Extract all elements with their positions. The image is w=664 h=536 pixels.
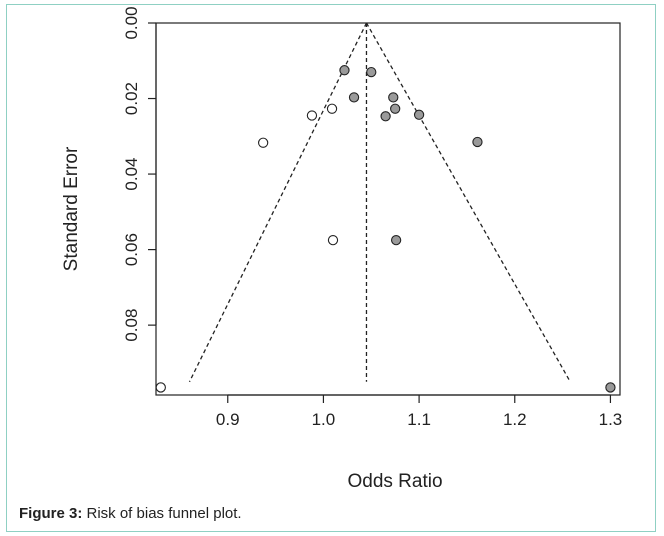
y-tick-label-4: 0.08 [122,309,141,342]
funnel-left-line [188,22,368,383]
y-tick-label-0: 0.00 [122,6,141,39]
funnel-right-line [365,22,571,383]
study-point-filled-0 [339,65,350,76]
study-point-open-4 [155,382,166,393]
y-tick-label-3: 0.06 [122,233,141,266]
x-tick-label-4: 1.3 [599,410,623,429]
x-tick-label-1: 1.0 [312,410,336,429]
study-point-open-1 [306,110,318,121]
x-tick-label-0: 0.9 [216,410,240,429]
study-point-filled-7 [472,136,483,148]
study-point-open-2 [258,137,269,148]
figure-label: Figure 3: [19,505,83,522]
study-point-filled-6 [413,109,425,120]
x-tick-label-2: 1.1 [407,410,431,429]
y-tick-label-1: 0.02 [122,82,141,115]
y-tick-label-2: 0.04 [122,158,141,191]
study-point-filled-5 [380,111,391,122]
study-point-filled-4 [390,103,401,114]
study-point-filled-1 [366,66,377,78]
study-point-filled-8 [390,235,402,246]
y-axis-title: Standard Error [61,146,82,271]
study-point-filled-9 [605,382,616,393]
study-point-open-3 [327,235,339,246]
study-point-filled-2 [348,92,360,103]
x-axis-title: Odds Ratio [347,471,442,492]
x-tick-label-3: 1.2 [503,410,527,429]
study-point-filled-3 [388,92,399,103]
plot-box [155,22,621,396]
figure-frame: 0.9 1.0 1.1 1.2 1.3 0.00 0.02 0.04 0.06 0.08 Odds… [6,4,656,532]
study-point-open-0 [326,103,338,114]
funnel-plot: 0.9 1.0 1.1 1.2 1.3 0.00 0.02 0.04 0.06 0.08 Odds… [61,6,623,492]
figure-caption: Figure 3: Risk of bias funnel plot. [19,505,242,522]
figure-caption-text: Risk of bias funnel plot. [82,505,242,522]
